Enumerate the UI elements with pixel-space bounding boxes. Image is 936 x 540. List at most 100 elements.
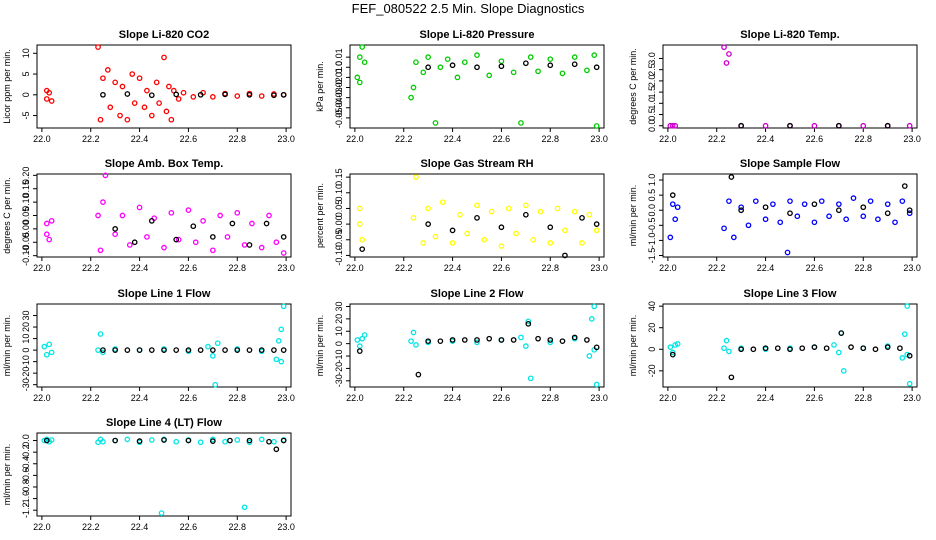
data-point (46, 236, 53, 243)
data-point (266, 212, 272, 219)
y-tick-label: 0 (21, 92, 31, 97)
data-point (212, 381, 219, 388)
y-tick-label: -0.01 (334, 67, 344, 88)
data-point (584, 67, 590, 74)
x-tick-label: 22.6 (180, 134, 198, 144)
data-point (474, 52, 480, 58)
data-point (432, 233, 439, 240)
reference-point (728, 374, 735, 381)
reference-point (437, 338, 444, 345)
reference-point (787, 210, 793, 217)
data-point (481, 236, 488, 243)
data-point (359, 44, 366, 50)
reference-point (209, 438, 216, 444)
data-point (527, 54, 534, 60)
panel-title: Slope Sample Flow (740, 158, 841, 170)
data-point (197, 439, 204, 446)
reference-point (474, 337, 480, 343)
data-point (119, 83, 126, 90)
x-tick-label: 22.8 (229, 522, 247, 532)
data-point (831, 342, 837, 348)
reference-point (222, 347, 228, 353)
y-tick-label: -10 (334, 350, 344, 363)
y-tick-label: 0.5 (647, 108, 657, 121)
reference-point (280, 234, 287, 240)
data-point (278, 326, 285, 333)
reference-point (787, 122, 793, 129)
data-point (258, 436, 265, 443)
data-point (486, 72, 493, 79)
y-tick-label: 1.0 (647, 174, 657, 187)
data-point (275, 338, 282, 344)
panel-title: Slope Line 1 Flow (118, 288, 211, 300)
data-point (356, 79, 363, 86)
x-tick-label: 22.2 (708, 263, 726, 273)
x-tick-label: 22.2 (82, 134, 100, 144)
data-point (95, 212, 101, 219)
data-point (413, 342, 419, 348)
data-point (723, 337, 730, 344)
x-tick-label: 23.0 (590, 393, 608, 403)
reference-point (173, 91, 180, 98)
reference-point (100, 347, 106, 353)
data-point (356, 221, 363, 227)
x-tick-label: 22.4 (131, 393, 149, 403)
x-tick-label: 22.2 (708, 393, 726, 403)
reference-point (148, 218, 155, 224)
x-tick-label: 22.6 (180, 522, 198, 532)
y-tick-label: 0.0 (21, 434, 31, 447)
x-tick-label: 22.4 (757, 263, 775, 273)
data-point (148, 437, 155, 443)
plot-frame (349, 44, 605, 129)
reference-point (273, 446, 280, 453)
x-tick-label: 22.4 (131, 134, 149, 144)
reference-point (593, 64, 600, 71)
x-tick-label: 22.6 (806, 134, 824, 144)
y-tick-label: 0.0 (334, 61, 344, 74)
y-tick-label: 40 (647, 301, 657, 311)
data-point (474, 339, 480, 346)
reference-point (728, 174, 735, 180)
data-point (425, 54, 432, 60)
panel-10: Slope Line 4 (LT) Flow ml/min per min. -1.… (2, 417, 295, 532)
x-tick-label: 22.4 (444, 263, 462, 273)
reference-point (356, 348, 363, 354)
data-point (249, 220, 255, 227)
y-tick-label: 1.0 (647, 97, 657, 110)
reference-point (897, 345, 903, 352)
panel-title: Slope Line 3 Flow (744, 288, 837, 300)
data-point (906, 380, 913, 387)
x-tick-label: 23.0 (903, 263, 921, 273)
data-point (518, 334, 524, 341)
y-axis-label: ml/min per min. (628, 315, 638, 377)
reference-point (449, 62, 456, 69)
data-point (46, 341, 53, 348)
data-point (777, 219, 784, 226)
reference-point (136, 438, 143, 444)
reference-point (474, 64, 480, 71)
reference-point (415, 371, 422, 378)
panel-9: Slope Line 3 Flow ml/min per min. -20 0 20 40… (628, 288, 921, 403)
data-point (794, 213, 801, 220)
data-point (586, 211, 593, 218)
data-point (273, 239, 280, 246)
data-point (112, 79, 119, 86)
data-point (752, 198, 759, 205)
reference-point (161, 437, 167, 443)
y-tick-label: -0.02 (334, 77, 344, 98)
x-tick-label: 22.0 (33, 263, 51, 273)
data-point (457, 211, 463, 218)
data-point (361, 59, 368, 66)
reference-point (161, 347, 167, 353)
panel-title: Slope Li-820 Temp. (740, 29, 839, 41)
reference-point (222, 91, 228, 98)
reference-point (449, 227, 456, 234)
y-axis-label: Licor ppm per min. (2, 49, 12, 124)
reference-point (197, 347, 204, 353)
panel-title: Slope Line 4 (LT) Flow (106, 417, 222, 429)
reference-point (738, 122, 745, 129)
y-tick-label: -20 (334, 362, 344, 375)
data-point (173, 438, 180, 445)
x-tick-label: 22.4 (757, 393, 775, 403)
